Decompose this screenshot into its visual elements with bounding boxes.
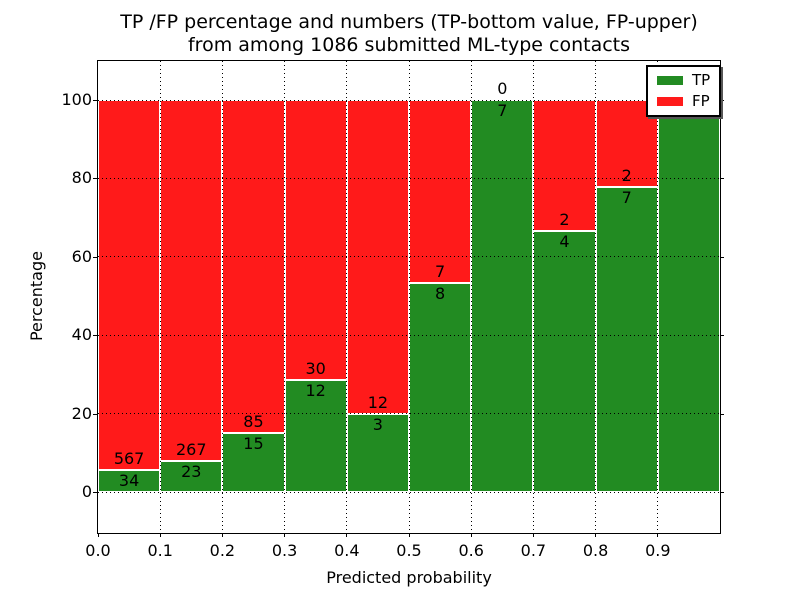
chart-title-line1: TP /FP percentage and numbers (TP-bottom… — [120, 11, 698, 33]
y-tick-label: 20 — [71, 403, 92, 423]
gridline-vertical — [470, 61, 472, 533]
gridline-vertical — [408, 61, 410, 533]
bar-fp-segment — [98, 100, 161, 470]
legend-item-tp: TP — [657, 73, 710, 88]
value-label-tp: 4 — [559, 231, 570, 251]
gridline-vertical — [595, 61, 597, 533]
gridline-vertical — [532, 61, 534, 533]
y-tick-mark — [720, 256, 724, 258]
y-tick-label: 100 — [61, 90, 92, 109]
y-tick-label: 60 — [71, 246, 92, 266]
x-tick-label: 0.2 — [209, 541, 236, 560]
x-tick-label: 0.5 — [396, 541, 422, 560]
x-tick-label: 0.3 — [271, 541, 298, 560]
bar-tp-segment — [409, 282, 472, 492]
fp-color-swatch — [657, 97, 683, 106]
bar-fp-segment — [533, 100, 596, 231]
y-tick-mark — [93, 256, 97, 258]
value-label-fp: 12 — [367, 392, 389, 412]
y-tick-mark — [93, 335, 97, 337]
gridline-vertical — [284, 61, 286, 533]
bar-tp-segment — [346, 413, 409, 492]
x-tick-mark — [346, 533, 348, 537]
value-label-tp: 12 — [305, 381, 326, 400]
x-tick-label: 0.7 — [520, 541, 547, 560]
x-tick-mark — [470, 533, 472, 537]
bar-tp-segment — [222, 433, 285, 492]
bar-tp-segment — [657, 100, 720, 492]
y-tick-mark — [720, 413, 724, 415]
bar-fp-segment — [160, 100, 223, 461]
value-label-fp: 567 — [113, 448, 145, 468]
bar-fp-segment — [409, 100, 472, 283]
value-label-tp: 7 — [621, 188, 632, 208]
value-label-tp: 34 — [118, 470, 140, 490]
plot-area: 5673426723851530121237807242701 — [97, 60, 721, 534]
y-tick-mark — [93, 413, 97, 415]
x-tick-mark — [532, 533, 534, 537]
x-tick-mark — [595, 533, 597, 537]
value-label-fp: 30 — [305, 359, 326, 378]
y-tick-mark — [720, 335, 724, 337]
y-tick-mark — [720, 492, 724, 493]
value-label-fp: 85 — [243, 412, 264, 432]
y-tick-mark — [93, 492, 97, 493]
y-tick-mark — [93, 100, 97, 101]
bar-fp-segment — [222, 100, 285, 434]
x-tick-label: 0.9 — [645, 541, 671, 560]
value-label-tp: 3 — [372, 414, 383, 434]
value-label-fp: 2 — [621, 166, 632, 186]
x-tick-mark — [284, 533, 286, 537]
value-label-tp: 15 — [243, 434, 264, 454]
gridline-vertical — [346, 61, 348, 533]
x-tick-mark — [657, 533, 659, 537]
value-label-tp: 7 — [497, 101, 508, 120]
x-tick-label: 0.1 — [147, 541, 173, 560]
x-tick-mark — [97, 533, 99, 537]
gridline-vertical — [159, 61, 161, 533]
legend-label-tp: TP — [692, 71, 711, 89]
bar-tp-segment — [471, 100, 534, 492]
x-tick-label: 0.4 — [334, 541, 360, 560]
y-tick-mark — [720, 100, 724, 101]
gridline-vertical — [221, 61, 223, 533]
bar-tp-segment — [98, 469, 161, 492]
bar-tp-segment — [533, 230, 596, 492]
legend: TP FP — [646, 65, 722, 117]
bar-tp-segment — [160, 460, 223, 492]
value-label-fp: 2 — [559, 209, 570, 229]
gridline-vertical — [657, 61, 659, 533]
y-tick-mark — [93, 178, 97, 180]
legend-item-fp: FP — [657, 94, 710, 109]
value-label-tp: 23 — [181, 461, 202, 481]
y-axis-label: Percentage — [27, 251, 46, 342]
value-label-tp: 8 — [435, 283, 446, 303]
bar-fp-segment — [284, 100, 347, 380]
y-tick-label: 0 — [81, 482, 92, 501]
x-tick-label: 0.0 — [85, 541, 111, 560]
value-label-fp: 7 — [435, 261, 446, 281]
bar-tp-segment — [595, 187, 658, 492]
y-tick-label: 80 — [71, 168, 92, 188]
legend-label-fp: FP — [692, 92, 710, 110]
x-tick-mark — [221, 533, 223, 537]
tp-color-swatch — [657, 76, 683, 85]
x-tick-label: 0.6 — [458, 541, 484, 560]
x-axis-label: Predicted probability — [326, 568, 492, 587]
value-label-fp: 267 — [176, 439, 207, 459]
x-tick-mark — [159, 533, 161, 537]
y-tick-label: 40 — [71, 325, 92, 345]
x-tick-label: 0.8 — [582, 541, 609, 560]
y-tick-mark — [720, 178, 724, 180]
bar-tp-segment — [284, 380, 347, 492]
x-tick-mark — [408, 533, 410, 537]
chart-title-line2: from among 1086 submitted ML-type contac… — [187, 34, 631, 56]
value-label-fp: 0 — [497, 79, 508, 98]
